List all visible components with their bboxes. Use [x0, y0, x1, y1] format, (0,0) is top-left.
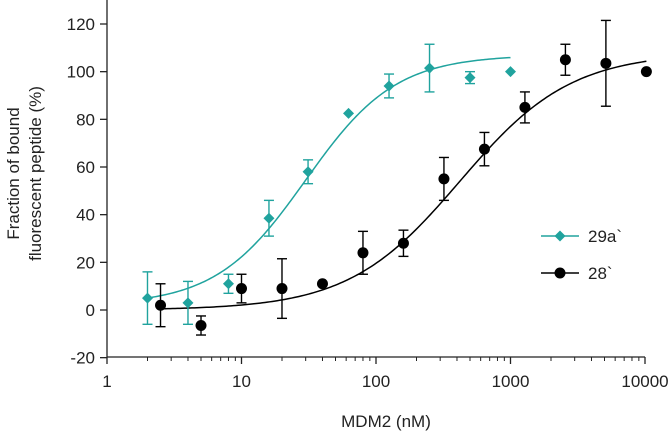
y-tick-label: 100 [67, 63, 95, 82]
data-point [438, 173, 450, 185]
data-point [383, 80, 395, 92]
y-tick-label: -20 [70, 349, 95, 368]
y-tick-label: 40 [76, 206, 95, 225]
x-tick-label: 1000 [492, 372, 530, 391]
legend-marker [554, 230, 566, 242]
data-point [182, 297, 194, 309]
y-axis-title: fluorescent peptide (%) [26, 86, 45, 261]
y-axis-title: Fraction of bound [4, 107, 23, 239]
data-point [640, 66, 652, 78]
data-point [397, 237, 409, 249]
legend-label: 29a` [588, 227, 622, 246]
data-point [222, 278, 234, 290]
fit-curves [147, 56, 647, 310]
y-tick-label: 0 [86, 301, 95, 320]
data-point [276, 283, 288, 295]
data-point [141, 292, 153, 304]
data-point [357, 247, 369, 259]
y-tick-label: 120 [67, 15, 95, 34]
data-point [155, 299, 167, 311]
y-tick-label: 80 [76, 110, 95, 129]
x-tick-label: 10000 [621, 372, 668, 391]
data-point [263, 212, 275, 224]
data-point [559, 54, 571, 66]
data-point [478, 143, 490, 155]
data-point [195, 319, 207, 331]
x-axis-title: MDM2 (nM) [341, 412, 431, 431]
data-point [424, 62, 436, 74]
x-tick-label: 100 [362, 372, 390, 391]
data-point [505, 66, 516, 78]
fit-curve [147, 56, 511, 299]
y-tick-label: 20 [76, 253, 95, 272]
data-point [464, 72, 476, 84]
legend: 29a` 28` [541, 227, 622, 283]
legend-label: 28` [588, 264, 613, 283]
x-tick-label: 1 [102, 372, 111, 391]
x-tick-label: 10 [232, 372, 251, 391]
data-point [316, 278, 328, 290]
data-point [519, 101, 531, 113]
legend-marker [554, 267, 566, 279]
y-tick-label: 60 [76, 158, 95, 177]
fit-curve [160, 60, 647, 310]
data-point [343, 107, 355, 119]
data-points [141, 19, 652, 336]
data-point [236, 283, 247, 295]
data-point [600, 57, 612, 69]
data-point [302, 166, 314, 178]
